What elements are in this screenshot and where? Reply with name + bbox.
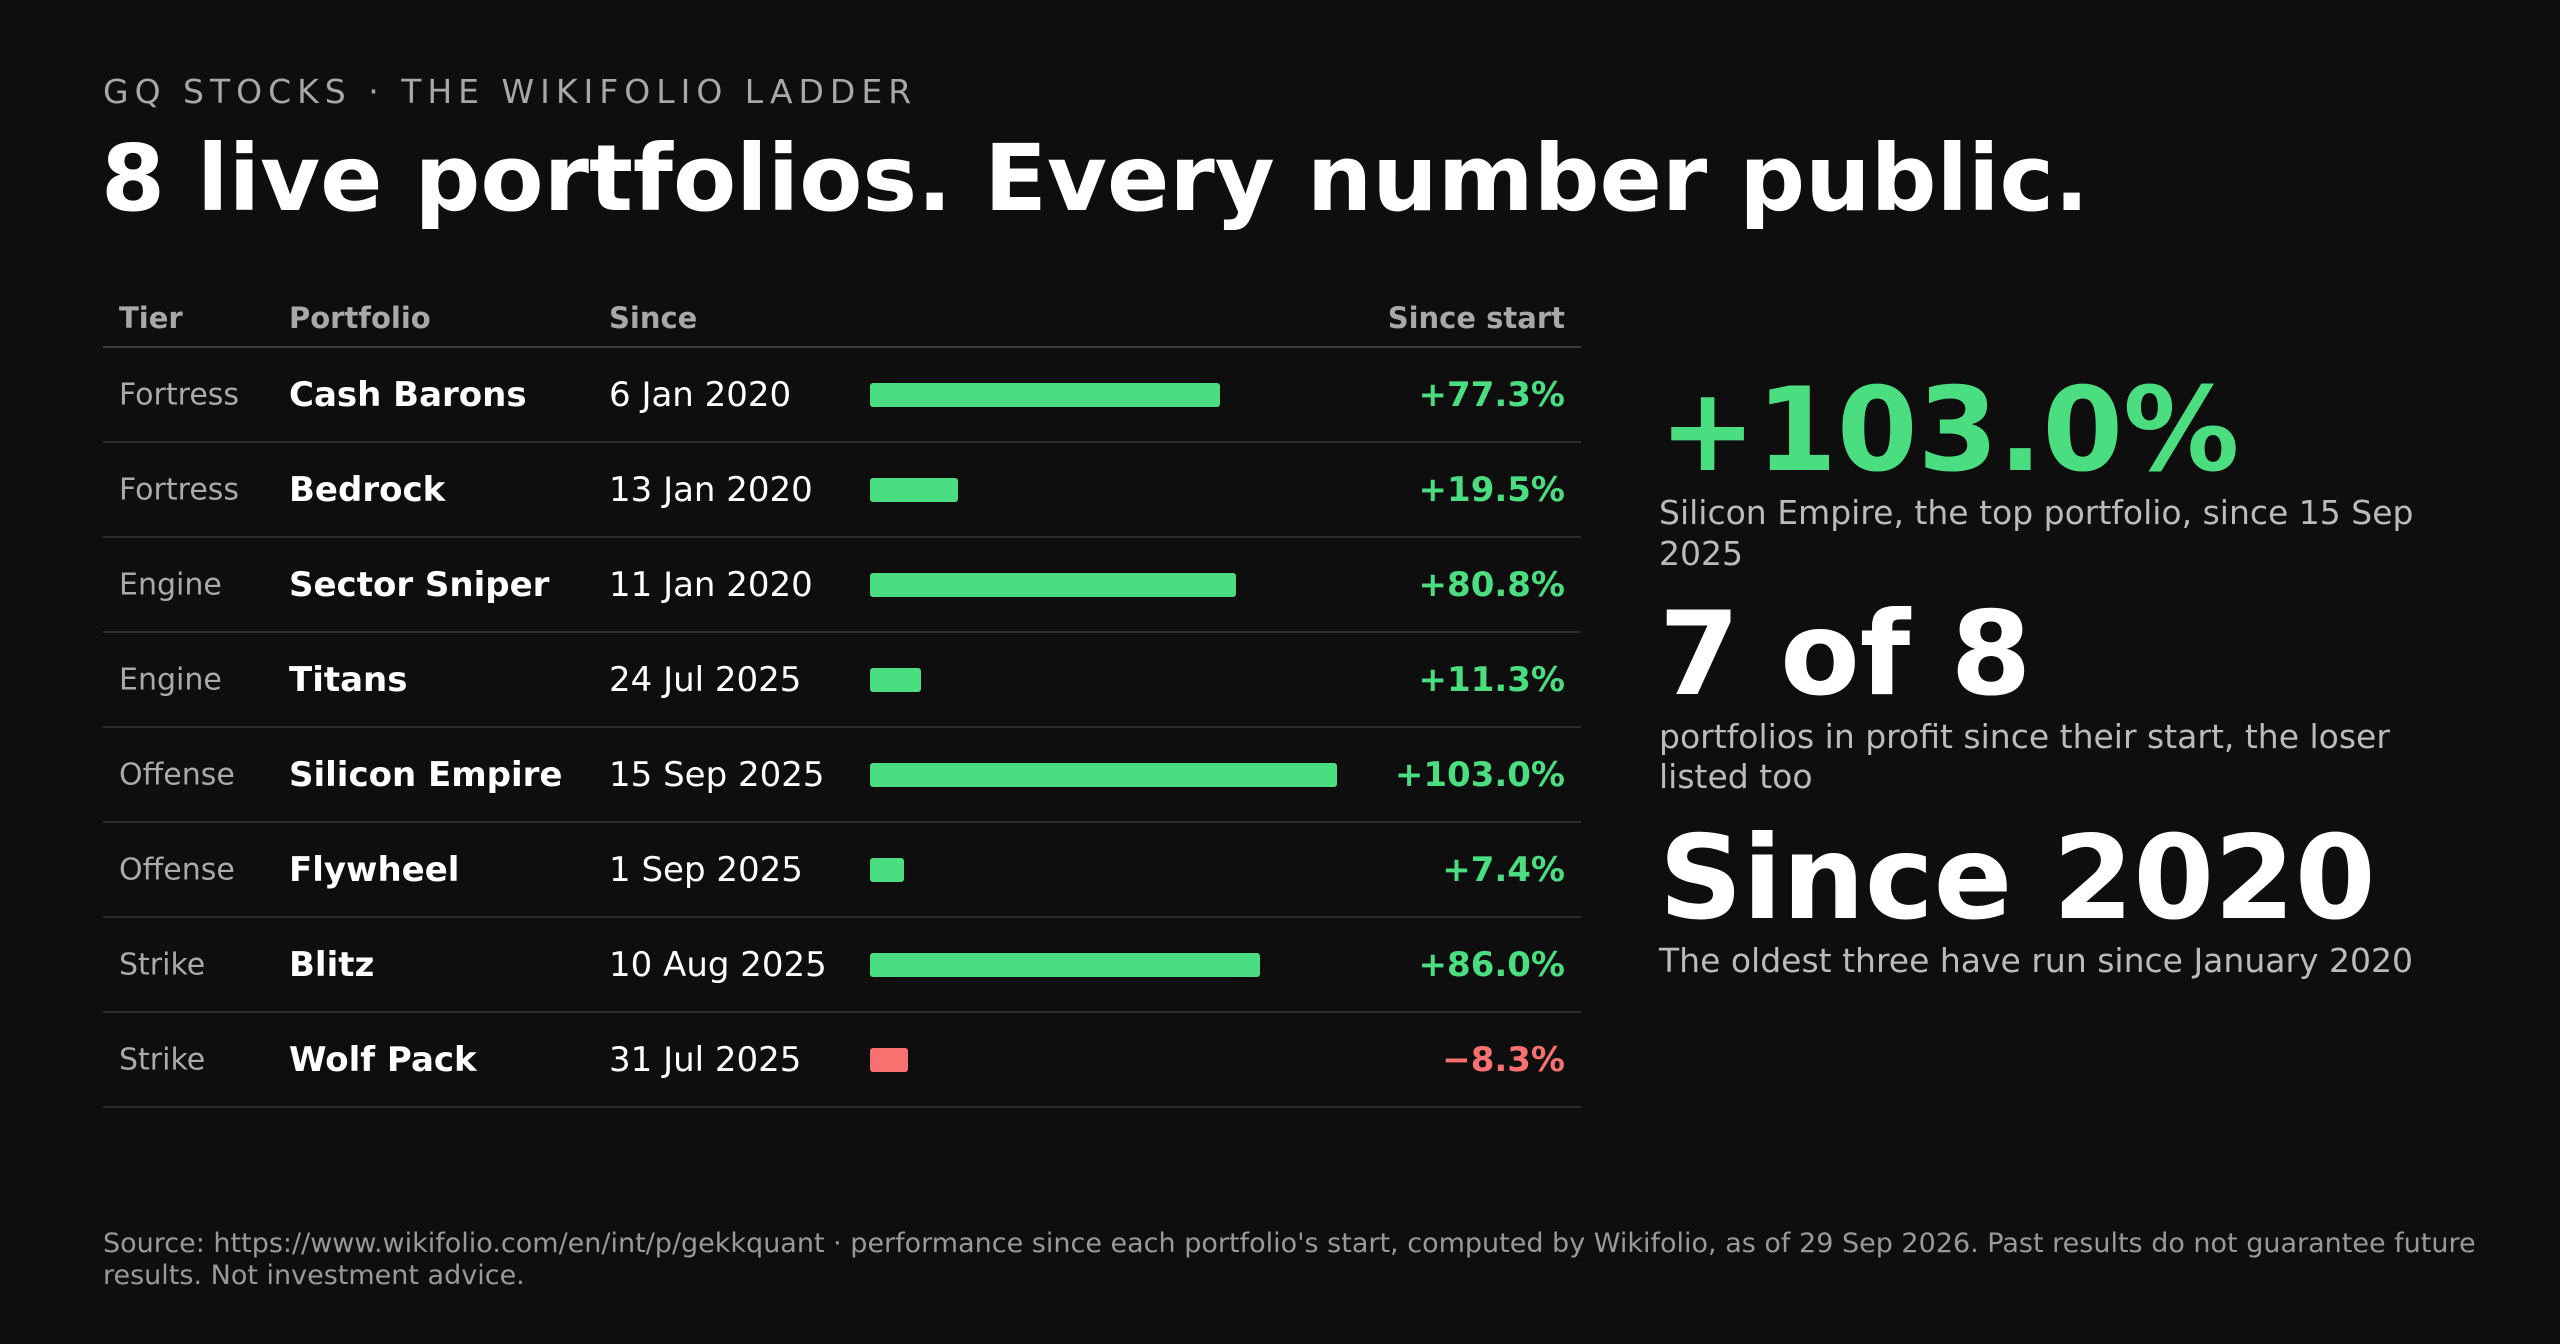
title: 8 live portfolios. Every number public. — [101, 125, 2090, 232]
column-header: Since start — [1387, 301, 1565, 335]
start-date: 31 Jul 2025 — [609, 1039, 802, 1080]
portfolio-name: Cash Barons — [289, 374, 527, 415]
start-date: 24 Jul 2025 — [609, 659, 802, 700]
stats-panel: +103.0% Silicon Empire, the top portfolio… — [1659, 368, 2459, 999]
start-date: 10 Aug 2025 — [609, 944, 827, 985]
performance-label: +80.8% — [1418, 564, 1565, 605]
portfolio-name: Bedrock — [289, 469, 446, 510]
portfolio-name: Flywheel — [289, 849, 460, 890]
performance-label: +7.4% — [1442, 849, 1565, 890]
table-row: Strike Wolf Pack 31 Jul 2025 −8.3% — [103, 1013, 1581, 1108]
table-row: Fortress Cash Barons 6 Jan 2020 +77.3% — [103, 348, 1581, 443]
tier: Engine — [119, 662, 222, 697]
performance-bar — [870, 952, 1260, 977]
performance-label: +11.3% — [1418, 659, 1565, 700]
start-date: 11 Jan 2020 — [609, 564, 813, 605]
tier: Fortress — [119, 377, 240, 412]
kicker: GQ STOCKS · THE WIKIFOLIO LADDER — [103, 72, 918, 111]
tier: Strike — [119, 1042, 206, 1077]
stat-caption: portfolios in profit since their start, … — [1659, 717, 2390, 797]
column-header: Tier — [119, 301, 183, 335]
tier: Engine — [119, 567, 222, 602]
footer: Source: https://www.wikifolio.com/en/int… — [103, 1228, 2476, 1292]
portfolio-name: Titans — [289, 659, 408, 700]
table-row: Strike Blitz 10 Aug 2025 +86.0% — [103, 918, 1581, 1013]
performance-bar — [870, 667, 922, 692]
stat-caption: The oldest three have run since January … — [1659, 940, 2414, 980]
portfolio-name: Sector Sniper — [289, 564, 550, 605]
table-row: Engine Titans 24 Jul 2025 +11.3% — [103, 633, 1581, 728]
performance-bar — [870, 572, 1237, 597]
performance-label: −8.3% — [1442, 1039, 1565, 1080]
stat-value: 7 of 8 — [1659, 586, 2032, 722]
performance-bar — [870, 1047, 908, 1072]
stat-value: +103.0% — [1659, 363, 2240, 498]
table-row: Engine Sector Sniper 11 Jan 2020 +80.8% — [103, 538, 1581, 633]
performance-label: +19.5% — [1418, 469, 1565, 510]
tier: Offense — [119, 757, 235, 792]
start-date: 6 Jan 2020 — [609, 374, 792, 415]
performance-bar — [870, 762, 1337, 787]
header-row: Tier Portfolio Since Since start — [103, 290, 1581, 348]
tier: Fortress — [119, 472, 240, 507]
portfolio-name: Silicon Empire — [289, 754, 563, 795]
performance-bar — [870, 857, 904, 882]
ladder-table: Tier Portfolio Since Since start Fortres… — [103, 290, 1581, 1108]
column-header: Since — [609, 301, 698, 335]
portfolio-name: Wolf Pack — [289, 1039, 477, 1080]
start-date: 1 Sep 2025 — [609, 849, 803, 890]
table-row: Fortress Bedrock 13 Jan 2020 +19.5% — [103, 443, 1581, 538]
performance-label: +86.0% — [1418, 944, 1565, 985]
table-row: Offense Flywheel 1 Sep 2025 +7.4% — [103, 823, 1581, 918]
performance-bar — [870, 477, 959, 502]
start-date: 13 Jan 2020 — [609, 469, 813, 510]
tier: Strike — [119, 947, 206, 982]
start-date: 15 Sep 2025 — [609, 754, 825, 795]
stat-value: Since 2020 — [1659, 810, 2376, 946]
tier: Offense — [119, 852, 235, 887]
column-header: Portfolio — [289, 301, 431, 335]
stat-caption: Silicon Empire, the top portfolio, since… — [1659, 493, 2414, 573]
performance-bar — [870, 382, 1221, 407]
portfolio-name: Blitz — [289, 944, 375, 985]
performance-label: +103.0% — [1394, 754, 1565, 795]
table-row: Offense Silicon Empire 15 Sep 2025 +103.0% — [103, 728, 1581, 823]
performance-label: +77.3% — [1418, 374, 1565, 415]
